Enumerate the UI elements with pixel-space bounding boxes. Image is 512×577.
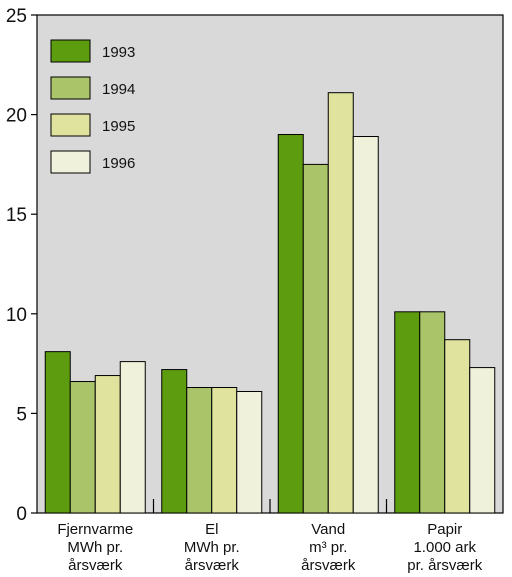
bar-1996-1 bbox=[236, 390, 263, 514]
bar-1995-3 bbox=[444, 339, 471, 514]
bar-1993-1 bbox=[161, 369, 188, 514]
bars-group bbox=[44, 92, 496, 514]
bar-1996-2 bbox=[352, 136, 379, 514]
legend-label: 1995 bbox=[102, 118, 135, 135]
legend-label: 1994 bbox=[102, 81, 135, 98]
bar-1993-3 bbox=[394, 311, 421, 514]
bar-1996-0 bbox=[119, 361, 146, 514]
bar-1994-2 bbox=[302, 163, 329, 514]
category-label: Vand bbox=[311, 521, 345, 538]
category-label: m³ pr. bbox=[309, 539, 347, 556]
legend-swatch-1993 bbox=[50, 39, 91, 63]
category-label: årsværk bbox=[185, 557, 240, 574]
y-tick-label: 10 bbox=[6, 305, 27, 326]
bar-1994-0 bbox=[69, 381, 96, 514]
y-tick-label: 15 bbox=[6, 205, 27, 226]
legend-swatch-1996 bbox=[50, 150, 91, 174]
y-tick-label: 20 bbox=[6, 106, 27, 127]
bar-1996-3 bbox=[469, 367, 496, 514]
category-label: Papir bbox=[427, 521, 462, 538]
legend: 1993 1994 1995 1996 bbox=[50, 39, 135, 174]
bar-1995-1 bbox=[211, 387, 238, 514]
y-tick-label: 25 bbox=[6, 6, 27, 27]
legend-label: 1993 bbox=[102, 44, 135, 61]
y-tick-label: 0 bbox=[16, 504, 27, 525]
category-label: Fjernvarme bbox=[57, 521, 133, 538]
bar-1993-0 bbox=[44, 351, 71, 514]
legend-swatch-1995 bbox=[50, 113, 91, 137]
y-axis: 0 5 10 15 20 25 bbox=[6, 6, 37, 525]
category-label: El bbox=[205, 521, 218, 538]
bar-1993-2 bbox=[277, 134, 304, 514]
category-label: årsværk bbox=[68, 557, 123, 574]
category-label: MWh pr. bbox=[184, 539, 240, 556]
category-label: pr. årsværk bbox=[407, 557, 483, 574]
bar-1995-0 bbox=[94, 375, 121, 514]
bar-1994-1 bbox=[186, 387, 213, 514]
category-label: årsværk bbox=[301, 557, 356, 574]
y-tick-label: 5 bbox=[16, 404, 27, 425]
legend-label: 1996 bbox=[102, 155, 135, 172]
category-label: MWh pr. bbox=[67, 539, 123, 556]
legend-swatch-1994 bbox=[50, 76, 91, 100]
category-label: 1.000 ark bbox=[413, 539, 476, 556]
bar-1994-3 bbox=[419, 311, 446, 514]
bar-1995-2 bbox=[327, 92, 354, 514]
